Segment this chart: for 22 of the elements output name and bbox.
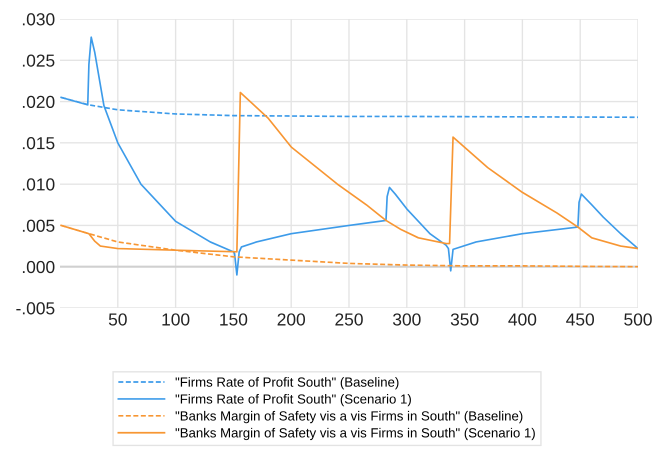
legend-label: "Banks Margin of Safety vis a vis Firms in South" (Baseline) [176, 410, 522, 424]
y-tick-label: .020 [22, 96, 54, 108]
y-tick-label: .000 [22, 260, 54, 274]
x-tick-label: 50 [108, 313, 127, 326]
x-tick-label: 500 [624, 313, 652, 326]
legend-label: "Firms Rate of Profit South" (Baseline) [176, 377, 398, 390]
y-tick-label: .030 [22, 13, 54, 26]
y-tick-label: .015 [22, 137, 54, 150]
y-tick-label: .005 [22, 220, 54, 232]
x-tick-label: 400 [508, 313, 536, 326]
x-tick-label: 200 [278, 313, 306, 326]
x-tick-label: 450 [566, 313, 594, 326]
x-tick-label: 300 [392, 313, 421, 326]
x-tick-label: 150 [220, 313, 248, 326]
y-tick-label: -.005 [16, 302, 54, 314]
x-tick-label: 250 [335, 313, 363, 326]
y-tick-label: .025 [22, 54, 54, 67]
x-tick-label: 350 [450, 313, 478, 326]
x-tick-label: 100 [162, 313, 190, 326]
legend-label: "Firms Rate of Profit South" (Scenario 1) [176, 394, 411, 406]
legend-label: "Banks Margin of Safety vis a vis Firms in South" (Scenario 1) [176, 428, 535, 440]
y-tick-label: .010 [22, 178, 54, 191]
